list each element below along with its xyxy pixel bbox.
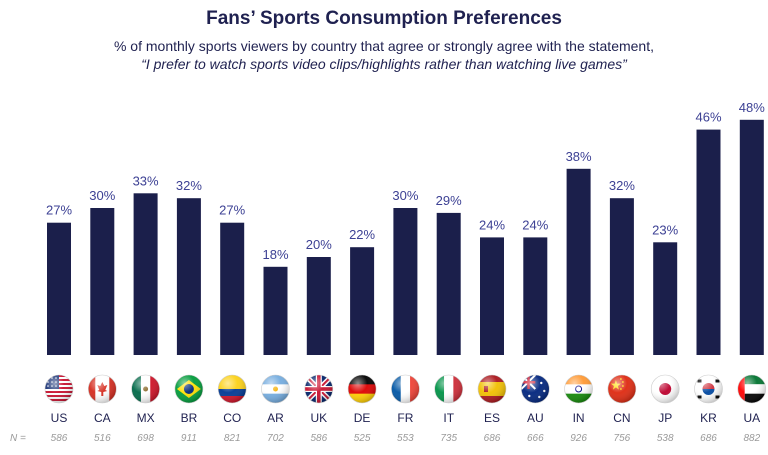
jp-flag-icon (650, 374, 680, 404)
bar-kr (696, 129, 721, 355)
country-code-it: IT (443, 411, 454, 425)
n-value-co: 821 (224, 433, 241, 444)
country-code-jp: JP (658, 411, 672, 425)
in-flag-icon (564, 374, 593, 404)
bar-cn (609, 198, 634, 355)
bar-ua (739, 119, 764, 355)
country-code-de: DE (354, 411, 371, 425)
n-value-mx: 698 (137, 433, 154, 444)
bar-it (436, 212, 461, 355)
ar-flag-icon (261, 374, 290, 404)
value-label-jp: 23% (652, 222, 678, 237)
bar-us (47, 222, 71, 355)
n-value-kr: 686 (700, 433, 717, 444)
n-value-es: 686 (484, 433, 501, 444)
country-code-es: ES (484, 411, 500, 425)
chart-statement: “I prefer to watch sports video clips/hi… (141, 56, 627, 72)
value-label-in: 38% (566, 149, 592, 164)
uk-flag-icon (304, 374, 334, 404)
n-value-ar: 702 (267, 433, 284, 444)
bar-br (176, 198, 201, 355)
bar-co (220, 222, 245, 355)
country-code-au: AU (527, 411, 544, 425)
cn-flag-icon (607, 374, 637, 404)
value-label-mx: 33% (133, 173, 159, 188)
n-value-fr: 553 (397, 433, 414, 444)
country-code-us: US (51, 411, 68, 425)
chart-subtitle: % of monthly sports viewers by country t… (113, 38, 655, 54)
bar-ar (263, 266, 288, 355)
it-flag-icon (434, 374, 464, 404)
value-label-fr: 30% (392, 188, 418, 203)
n-value-de: 525 (354, 433, 371, 444)
bar-mx (133, 193, 158, 355)
value-label-cn: 32% (609, 178, 635, 193)
value-label-de: 22% (349, 227, 375, 242)
value-label-us: 27% (46, 203, 72, 218)
mx-flag-icon (131, 374, 160, 404)
value-label-br: 32% (176, 178, 202, 193)
n-value-br: 911 (181, 433, 197, 444)
bar-uk (306, 257, 331, 355)
country-code-fr: FR (397, 411, 413, 425)
es-flag-icon (477, 374, 507, 404)
bar-ca (90, 208, 115, 355)
value-label-it: 29% (436, 193, 462, 208)
country-code-uk: UK (310, 411, 327, 425)
value-label-kr: 46% (695, 110, 721, 125)
n-value-us: 586 (51, 433, 68, 444)
ca-flag-icon (88, 374, 117, 404)
country-code-cn: CN (613, 411, 630, 425)
bar-fr (393, 208, 418, 355)
country-code-ca: CA (94, 411, 111, 425)
n-value-in: 926 (570, 433, 587, 444)
br-flag-icon (174, 374, 204, 404)
country-code-mx: MX (137, 411, 155, 425)
n-value-jp: 538 (657, 433, 674, 444)
n-value-it: 735 (440, 433, 457, 444)
country-code-ar: AR (267, 411, 284, 425)
bar-de (350, 247, 375, 355)
bar-au (523, 237, 548, 355)
value-label-ca: 30% (89, 188, 115, 203)
n-value-ca: 516 (94, 433, 111, 444)
bar-in (566, 168, 591, 355)
n-value-au: 666 (527, 433, 544, 444)
bar-jp (653, 242, 678, 355)
country-code-ua: UA (743, 411, 760, 425)
us-flag-icon (44, 374, 74, 404)
au-flag-icon (520, 374, 550, 404)
value-label-es: 24% (479, 217, 505, 232)
country-code-co: CO (223, 411, 241, 425)
value-label-co: 27% (219, 203, 245, 218)
n-label: N = (10, 433, 26, 444)
value-label-ua: 48% (739, 100, 765, 115)
country-code-in: IN (573, 411, 585, 425)
co-flag-icon (217, 374, 247, 404)
n-value-ua: 882 (743, 433, 760, 444)
country-code-br: BR (181, 411, 198, 425)
bar-es (480, 237, 504, 355)
n-value-uk: 586 (310, 433, 327, 444)
de-flag-icon (347, 374, 377, 404)
fr-flag-icon (391, 374, 420, 404)
value-label-au: 24% (522, 217, 548, 232)
value-label-uk: 20% (306, 237, 332, 252)
chart-title: Fans’ Sports Consumption Preferences (206, 8, 562, 29)
value-label-ar: 18% (262, 247, 288, 262)
n-value-cn: 756 (614, 433, 631, 444)
country-code-kr: KR (700, 411, 717, 425)
kr-flag-icon (694, 374, 723, 404)
ua-flag-icon (737, 374, 767, 404)
